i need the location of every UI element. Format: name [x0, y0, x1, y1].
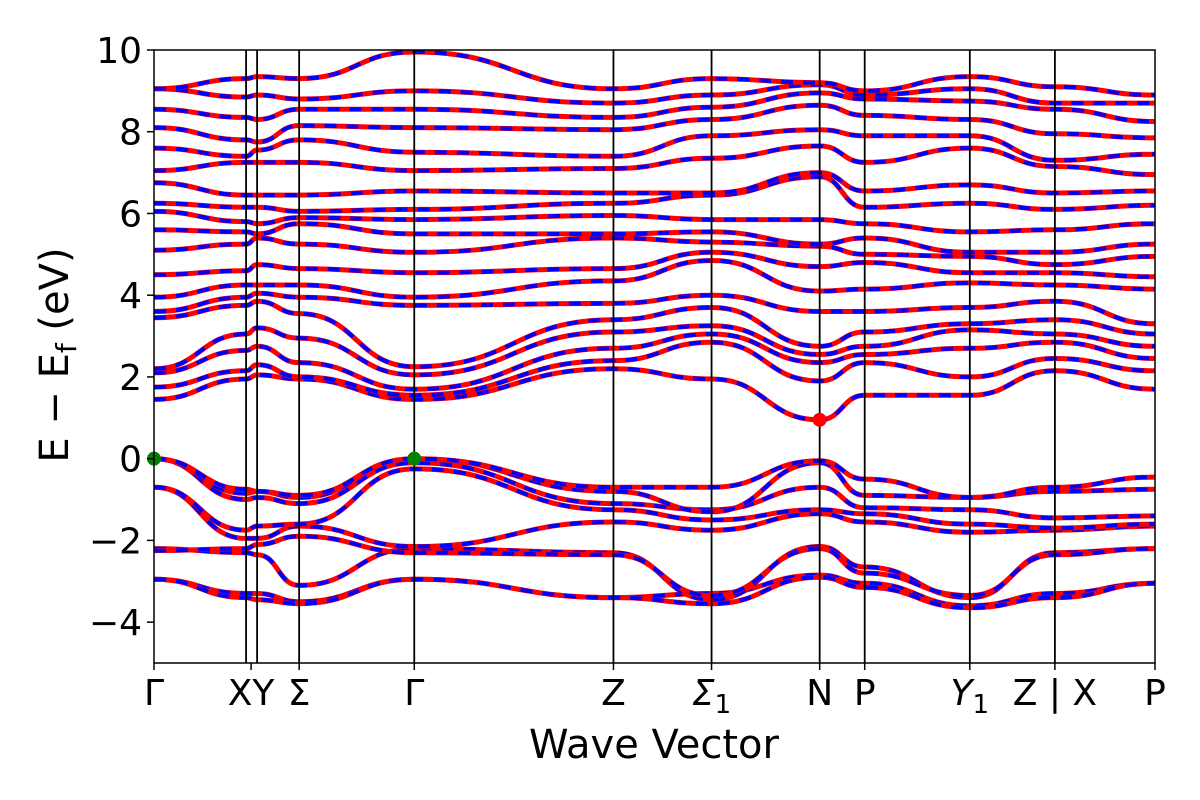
band-8-spin-up — [153, 456, 1156, 500]
ytick-label: 10 — [96, 31, 142, 72]
y-axis-label-main: E − E — [32, 353, 78, 463]
band-22-spin-down — [153, 144, 1156, 177]
xtick-label: P — [854, 673, 876, 714]
band-23-spin-down — [153, 127, 1156, 163]
y-axis-label-unit: (eV) — [32, 247, 78, 343]
band-10-spin-down — [153, 340, 1156, 398]
xtick-label: Σ1 — [692, 673, 731, 720]
ytick-label: −2 — [89, 521, 142, 562]
bands-layer — [153, 49, 1156, 611]
xtick-label: Σ — [288, 673, 311, 714]
x-axis-label: Wave Vector — [529, 722, 780, 768]
band-15-spin-down — [153, 258, 1156, 300]
markers-layer — [147, 412, 827, 466]
band-25-spin-down — [153, 90, 1156, 124]
vbm-marker — [407, 451, 422, 466]
xtick-label: Z — [601, 673, 626, 714]
band-20-spin-down — [153, 174, 1156, 214]
ytick-label: 8 — [119, 113, 142, 154]
xtick-label: N — [806, 673, 833, 714]
xtick-label: P — [1144, 673, 1166, 714]
band-14-spin-up — [153, 290, 1156, 327]
band-2-spin-up — [153, 544, 1156, 603]
ytick-label: 4 — [119, 276, 142, 317]
band-12-spin-down — [153, 323, 1156, 377]
ytick-label: 2 — [119, 358, 142, 399]
band-1-spin-down — [153, 575, 1156, 610]
y-axis-label-sub: f — [50, 342, 83, 353]
band-24-spin-down — [153, 103, 1156, 144]
ytick-label: 6 — [119, 194, 142, 235]
band-27-spin-up — [153, 49, 1156, 98]
plot-frame — [153, 49, 1156, 664]
band-15-spin-up — [153, 258, 1156, 300]
band-2-spin-down — [153, 544, 1156, 602]
ytick-label: 0 — [119, 440, 142, 481]
cbm-marker — [812, 412, 827, 427]
y-axis-ticks: −4 −2 0 2 4 6 8 10 — [89, 31, 154, 644]
band-13-spin-down — [153, 299, 1156, 369]
xtick-label: Z | X — [1013, 673, 1097, 714]
band-21-spin-down — [153, 170, 1156, 198]
band-3-spin-down — [153, 534, 1156, 598]
kpoint-lines — [245, 50, 1056, 663]
band-14-spin-down — [153, 291, 1156, 326]
band-21-spin-up — [153, 170, 1156, 198]
xtick-label: Γ — [404, 673, 424, 714]
y-axis-label: E − Ef (eV) — [32, 247, 83, 462]
xtick-label: Y1 — [951, 673, 990, 720]
band-27-spin-down — [153, 50, 1156, 97]
xtick-label: XY — [228, 673, 276, 714]
band-11-spin-down — [153, 332, 1156, 392]
xtick-label: Γ — [144, 673, 164, 714]
ytick-label: −4 — [89, 603, 142, 644]
band-16-spin-down — [153, 250, 1156, 279]
